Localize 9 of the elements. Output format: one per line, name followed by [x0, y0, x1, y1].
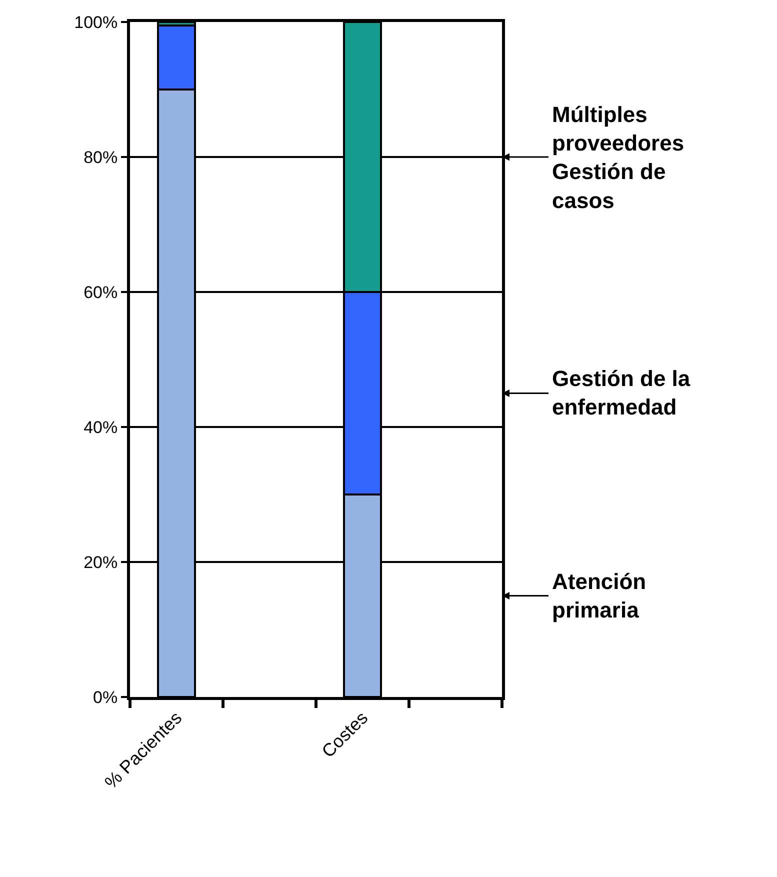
y-tick-label: 60%	[84, 282, 118, 302]
y-tick-label: 0%	[93, 688, 118, 707]
y-tick-label: 40%	[84, 418, 118, 437]
legend-label: Gestión de la enfermedad	[552, 366, 691, 420]
legend-label: Múltiples proveedores Gestión de casos	[552, 102, 684, 213]
y-tick-label: 80%	[84, 148, 118, 167]
y-tick-label: 100%	[74, 12, 118, 32]
y-tick-label: 20%	[84, 552, 118, 572]
legend-label: Atención primaria	[552, 569, 646, 623]
